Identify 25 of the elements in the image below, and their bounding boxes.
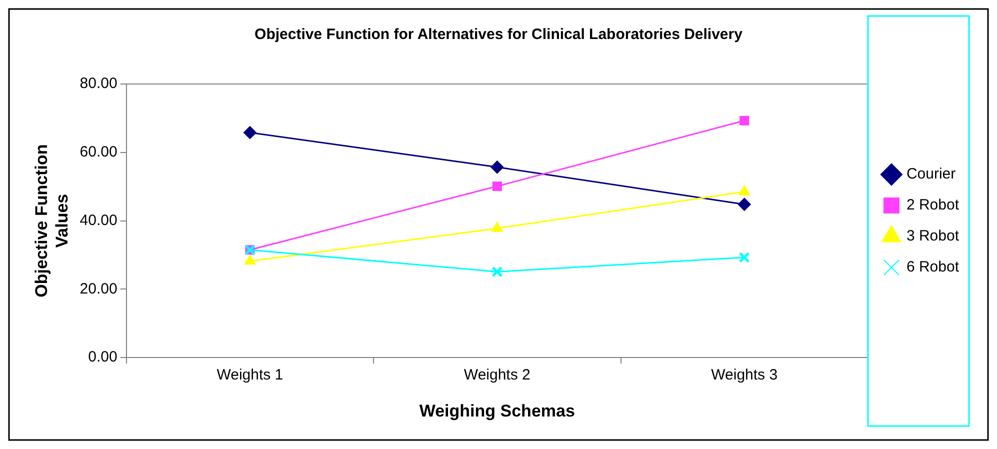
legend-label: 2 Robot bbox=[906, 196, 960, 214]
x-tick-label: Weights 2 bbox=[464, 366, 530, 384]
point bbox=[244, 254, 256, 265]
chart-title: Objective Function for Alternatives for Clinical Laboratories Delivery bbox=[254, 26, 744, 44]
x-axis-title: Weighing Schemas bbox=[419, 401, 575, 420]
point bbox=[491, 222, 503, 232]
y-tick-label: 40.00 bbox=[80, 212, 118, 229]
y-tick-label: 80.00 bbox=[80, 75, 118, 92]
y-tick-label: 60.00 bbox=[80, 144, 118, 161]
point bbox=[243, 126, 256, 140]
legend-label: Courier bbox=[906, 166, 956, 183]
y-tick-label: 20.00 bbox=[80, 280, 118, 298]
point bbox=[492, 266, 503, 278]
point bbox=[738, 198, 751, 211]
point bbox=[738, 185, 750, 196]
point bbox=[740, 116, 750, 126]
legend-label: 6 Robot bbox=[906, 258, 960, 276]
x-tick-label: Weights 1 bbox=[216, 366, 284, 384]
legend-label: 3 Robot bbox=[906, 228, 960, 245]
point bbox=[738, 252, 750, 263]
x-tick-label: Weights 3 bbox=[711, 366, 778, 384]
y-tick-label: 0.00 bbox=[88, 348, 118, 366]
point bbox=[490, 160, 504, 174]
point bbox=[492, 182, 502, 191]
y-axis-title: Objective Function Values bbox=[32, 144, 72, 298]
